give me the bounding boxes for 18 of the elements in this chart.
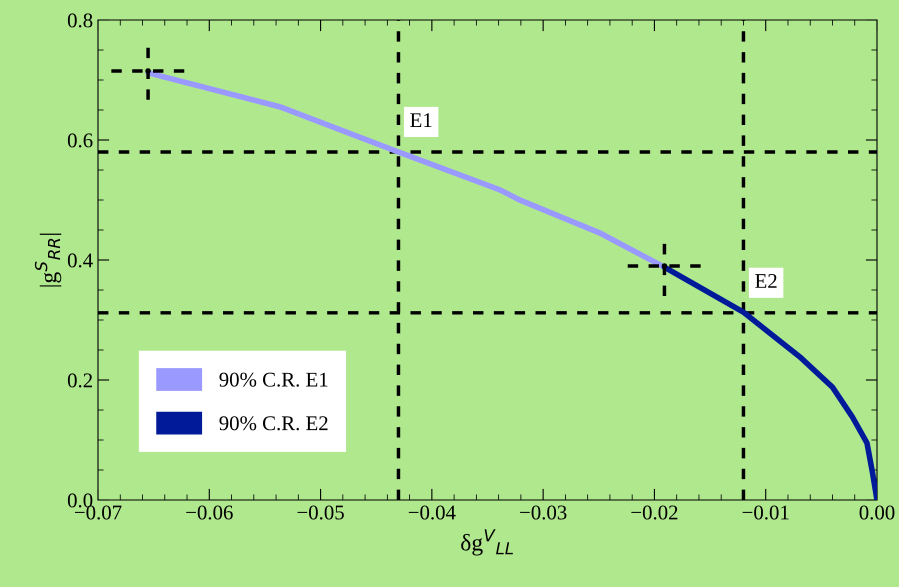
annotation: E1 [410,113,432,127]
annotation: E2 [755,274,777,288]
y-tick-label: 0.2 [68,373,92,388]
x-tick-label: −0.05 [298,505,344,520]
x-tick-label: −0.04 [408,505,456,520]
y-axis-title: |g$^{S}$$_{RR}$| [34,234,62,287]
x-tick-label: 0.00 [860,505,894,520]
x-tick-label: −0.03 [520,505,566,520]
x-axis-title: δg$^{V}$$_{LL}$ [461,529,513,556]
legend-label: 90% C.R. E1 [219,372,328,387]
x-tick-label: −0.06 [186,505,233,520]
y-tick-label: 0.0 [68,493,92,508]
y-tick-label: 0.8 [68,13,92,28]
y-tick-label: 0.6 [68,133,93,148]
x-tick-label: −0.01 [742,505,789,520]
x-tick-label: −0.02 [631,505,678,520]
legend-label: 90% C.R. E2 [219,416,328,430]
y-tick-label: 0.4 [68,253,93,268]
